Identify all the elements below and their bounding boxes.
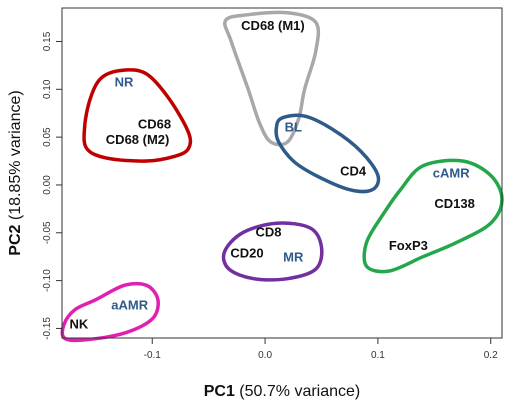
x-axis-title: PC1 (50.7% variance) — [204, 383, 361, 400]
y-tick-label: 0.05 — [42, 127, 53, 147]
y-axis-title-suffix: (18.85% variance) — [7, 90, 24, 224]
y-axis-title: PC2 (18.85% variance) — [7, 90, 24, 255]
group-outline — [274, 113, 381, 194]
marker-label: CD8 — [255, 225, 281, 240]
marker-label: CD4 — [340, 163, 367, 178]
x-axis-title-prefix: PC1 — [204, 383, 235, 400]
y-tick-label: 0.10 — [42, 79, 53, 99]
x-tick-label: -0.1 — [144, 350, 162, 361]
x-tick-label: 0.1 — [371, 350, 385, 361]
group-outline — [223, 10, 321, 147]
marker-label: CD68 (M1) — [241, 18, 305, 33]
group-label: cAMR — [433, 165, 470, 180]
y-axis-ticks: -0.15 -0.10 -0.05 0.00 0.05 0.10 0.15 — [42, 31, 62, 340]
y-tick-label: -0.15 — [42, 317, 53, 340]
y-tick-label: 0.00 — [42, 175, 53, 195]
group-outline — [60, 281, 160, 343]
marker-label: FoxP3 — [389, 238, 428, 253]
marker-label: NK — [70, 316, 89, 331]
marker-label: CD68 (M2) — [106, 132, 170, 147]
y-tick-label: -0.10 — [42, 269, 53, 292]
group-outline — [82, 68, 193, 163]
group-label: BL — [285, 119, 302, 134]
group-label: aAMR — [111, 297, 148, 312]
x-axis-title-suffix: (50.7% variance) — [235, 383, 360, 400]
group-outline — [221, 221, 324, 282]
y-tick-label: -0.05 — [42, 221, 53, 244]
plot-frame — [61, 7, 503, 339]
group-outlines — [60, 10, 504, 343]
x-axis-ticks: -0.1 0.0 0.1 0.2 — [144, 338, 498, 361]
marker-label: CD138 — [434, 196, 474, 211]
y-tick-label: 0.15 — [42, 31, 53, 51]
marker-label: CD68 — [138, 117, 171, 132]
group-outline — [362, 158, 504, 274]
group-label: MR — [283, 249, 304, 264]
marker-label: CD20 — [230, 246, 263, 261]
x-tick-label: 0.0 — [258, 350, 272, 361]
group-label: NR — [115, 74, 134, 89]
y-axis-title-prefix: PC2 — [7, 224, 24, 255]
x-tick-label: 0.2 — [484, 350, 498, 361]
